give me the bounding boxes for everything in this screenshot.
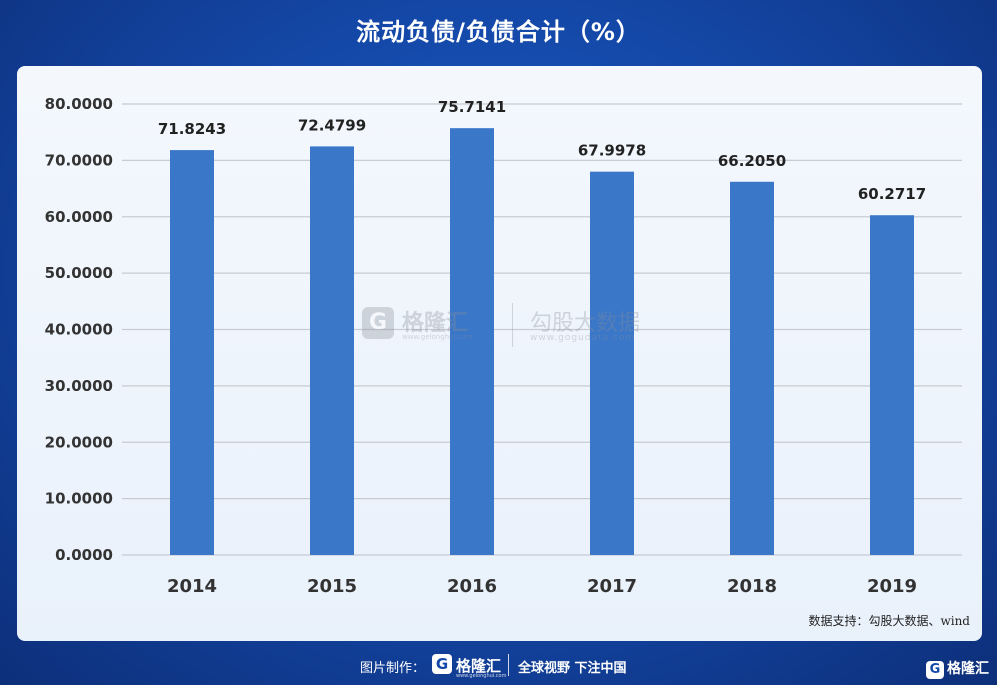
y-tick-label: 40.0000 [45,321,113,339]
y-tick-label: 30.0000 [45,377,113,395]
data-label: 60.2717 [858,185,926,203]
y-tick-label: 20.0000 [45,433,113,451]
footer-divider [508,654,509,676]
x-tick-label: 2016 [447,576,497,597]
gelonghui-logo-icon: G [362,307,394,339]
page-title: 流动负债/负债合计（%） [356,18,641,46]
watermark-url-2: www.gogudata.com [530,333,636,343]
watermark-name: 格隆汇 [402,311,469,336]
x-tick-label: 2017 [587,576,637,597]
bar [870,215,914,555]
footer: 图片制作： G 格隆汇 www.gelonghui.com 全球视野 下注中国 [0,652,997,680]
bar [730,181,774,555]
y-tick-label: 70.0000 [45,151,113,169]
watermark-divider [512,303,513,347]
corner-brand-name: 格隆汇 [947,661,989,677]
chart-card: 0.0000 10.0000 20.0000 30.0000 40.0000 50.000… [17,66,982,641]
data-label: 72.4799 [298,116,366,134]
watermark: G 格隆汇 www.gelonghui.com 勾股大数据 www.goguda… [362,301,652,351]
footer-logo-icon: G [432,654,452,674]
watermark-url: www.gelonghui.com [402,333,473,341]
bar [170,150,214,555]
y-tick-label: 0.0000 [55,546,113,564]
corner-logo-icon: G [926,661,944,679]
made-by-label: 图片制作： [360,661,426,676]
footer-slogan: 全球视野 下注中国 [518,661,627,676]
data-label: 75.7141 [438,98,506,116]
x-tick-label: 2014 [167,576,217,597]
data-label: 66.2050 [718,152,786,170]
source-note: 数据支持：勾股大数据、wind [808,614,970,628]
bar [310,146,354,555]
bar [450,128,494,556]
footer-brand-url: www.gelonghui.com [456,673,507,679]
x-tick-label: 2018 [727,576,777,597]
footer-brand: 格隆汇 [456,657,502,675]
bar-chart: 0.0000 10.0000 20.0000 30.0000 40.0000 50.000… [45,95,962,597]
data-label: 67.9978 [578,142,646,160]
corner-brand: G 格隆汇 [926,658,989,679]
x-tick-label: 2019 [867,576,917,597]
x-tick-label: 2015 [307,576,357,597]
y-tick-label: 60.0000 [45,208,113,226]
data-label: 71.8243 [158,120,226,138]
y-tick-label: 50.0000 [45,264,113,282]
watermark-name-2: 勾股大数据 [530,311,641,336]
y-tick-label: 10.0000 [45,490,113,508]
bar [590,171,634,555]
y-tick-label: 80.0000 [45,95,113,113]
